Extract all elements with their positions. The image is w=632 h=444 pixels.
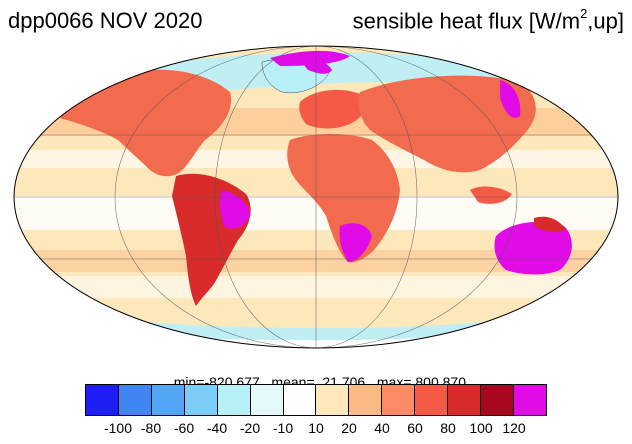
legend-swatch xyxy=(118,385,152,415)
asia-hot-area xyxy=(500,80,521,118)
legend-swatch xyxy=(283,385,317,415)
legend-tick-label: 60 xyxy=(407,420,423,436)
globe-outline xyxy=(13,45,619,349)
legend-tick-label: 20 xyxy=(341,420,357,436)
australia-red-edge xyxy=(534,216,566,233)
legend-tick-label: -40 xyxy=(206,420,228,436)
legend-tick-label: -80 xyxy=(140,420,162,436)
unit-exponent: 2 xyxy=(580,6,588,21)
legend-swatch xyxy=(513,385,546,415)
legend-swatch xyxy=(448,385,482,415)
legend-tick-label: -10 xyxy=(272,420,294,436)
color-legend-labels: -100 -80 -60 -40 -20 -10 10 20 40 60 80 100 120 xyxy=(85,420,547,440)
legend-swatch xyxy=(217,385,251,415)
land-asia xyxy=(358,75,536,173)
legend-swatch xyxy=(86,385,119,415)
plot-title-left: dpp0066 NOV 2020 xyxy=(8,8,203,34)
legend-tick-label: -60 xyxy=(173,420,195,436)
legend-swatch xyxy=(349,385,383,415)
legend-swatch xyxy=(250,385,284,415)
legend-tick-label: 80 xyxy=(440,420,456,436)
legend-tick-label: 100 xyxy=(469,420,493,436)
land-north-america xyxy=(60,69,232,177)
legend-swatch xyxy=(481,385,514,415)
variable-label-end: ,up] xyxy=(587,8,624,34)
southern-africa-hot-area xyxy=(339,223,372,262)
legend-swatch xyxy=(184,385,218,415)
south-america-hot-area xyxy=(219,190,250,229)
legend-swatch xyxy=(415,385,449,415)
legend-swatch xyxy=(382,385,416,415)
legend-swatch xyxy=(151,385,185,415)
variable-label: sensible heat flux [W/m xyxy=(352,8,581,34)
graticule xyxy=(14,46,618,348)
legend-tick-label: -20 xyxy=(239,420,261,436)
legend-swatch xyxy=(316,385,350,415)
land-africa xyxy=(287,134,400,263)
color-legend-bar xyxy=(85,384,547,416)
land-australia xyxy=(494,221,572,275)
run-and-date-label: dpp0066 NOV 2020 xyxy=(8,8,203,33)
legend-tick-label: 120 xyxy=(502,420,526,436)
north-asia-hot-strip xyxy=(270,50,350,66)
plot-title-right: sensible heat flux [W/m2,up] xyxy=(352,6,624,34)
legend-tick-label: 10 xyxy=(308,420,324,436)
arctic-cold-region xyxy=(120,52,540,97)
land-maritime-asia xyxy=(470,186,512,204)
legend-tick-label: -100 xyxy=(103,420,133,436)
legend-tick-label: 40 xyxy=(374,420,390,436)
